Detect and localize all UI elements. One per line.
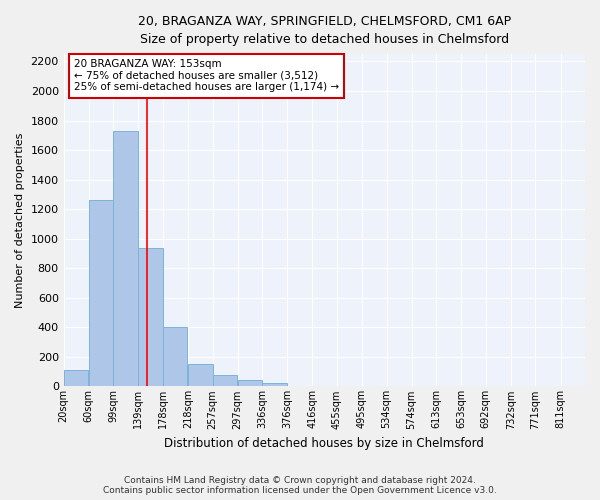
- X-axis label: Distribution of detached houses by size in Chelmsford: Distribution of detached houses by size …: [164, 437, 484, 450]
- Bar: [238, 380, 262, 386]
- Bar: [163, 326, 187, 386]
- Y-axis label: Number of detached properties: Number of detached properties: [15, 132, 25, 308]
- Bar: [139, 248, 163, 386]
- Bar: [212, 376, 237, 386]
- Bar: [188, 364, 212, 386]
- Bar: [113, 131, 138, 386]
- Text: 20 BRAGANZA WAY: 153sqm
← 75% of detached houses are smaller (3,512)
25% of semi: 20 BRAGANZA WAY: 153sqm ← 75% of detache…: [74, 59, 339, 92]
- Text: Contains HM Land Registry data © Crown copyright and database right 2024.
Contai: Contains HM Land Registry data © Crown c…: [103, 476, 497, 495]
- Bar: [262, 383, 287, 386]
- Title: 20, BRAGANZA WAY, SPRINGFIELD, CHELMSFORD, CM1 6AP
Size of property relative to : 20, BRAGANZA WAY, SPRINGFIELD, CHELMSFOR…: [138, 15, 511, 46]
- Bar: [64, 370, 88, 386]
- Bar: [89, 200, 113, 386]
